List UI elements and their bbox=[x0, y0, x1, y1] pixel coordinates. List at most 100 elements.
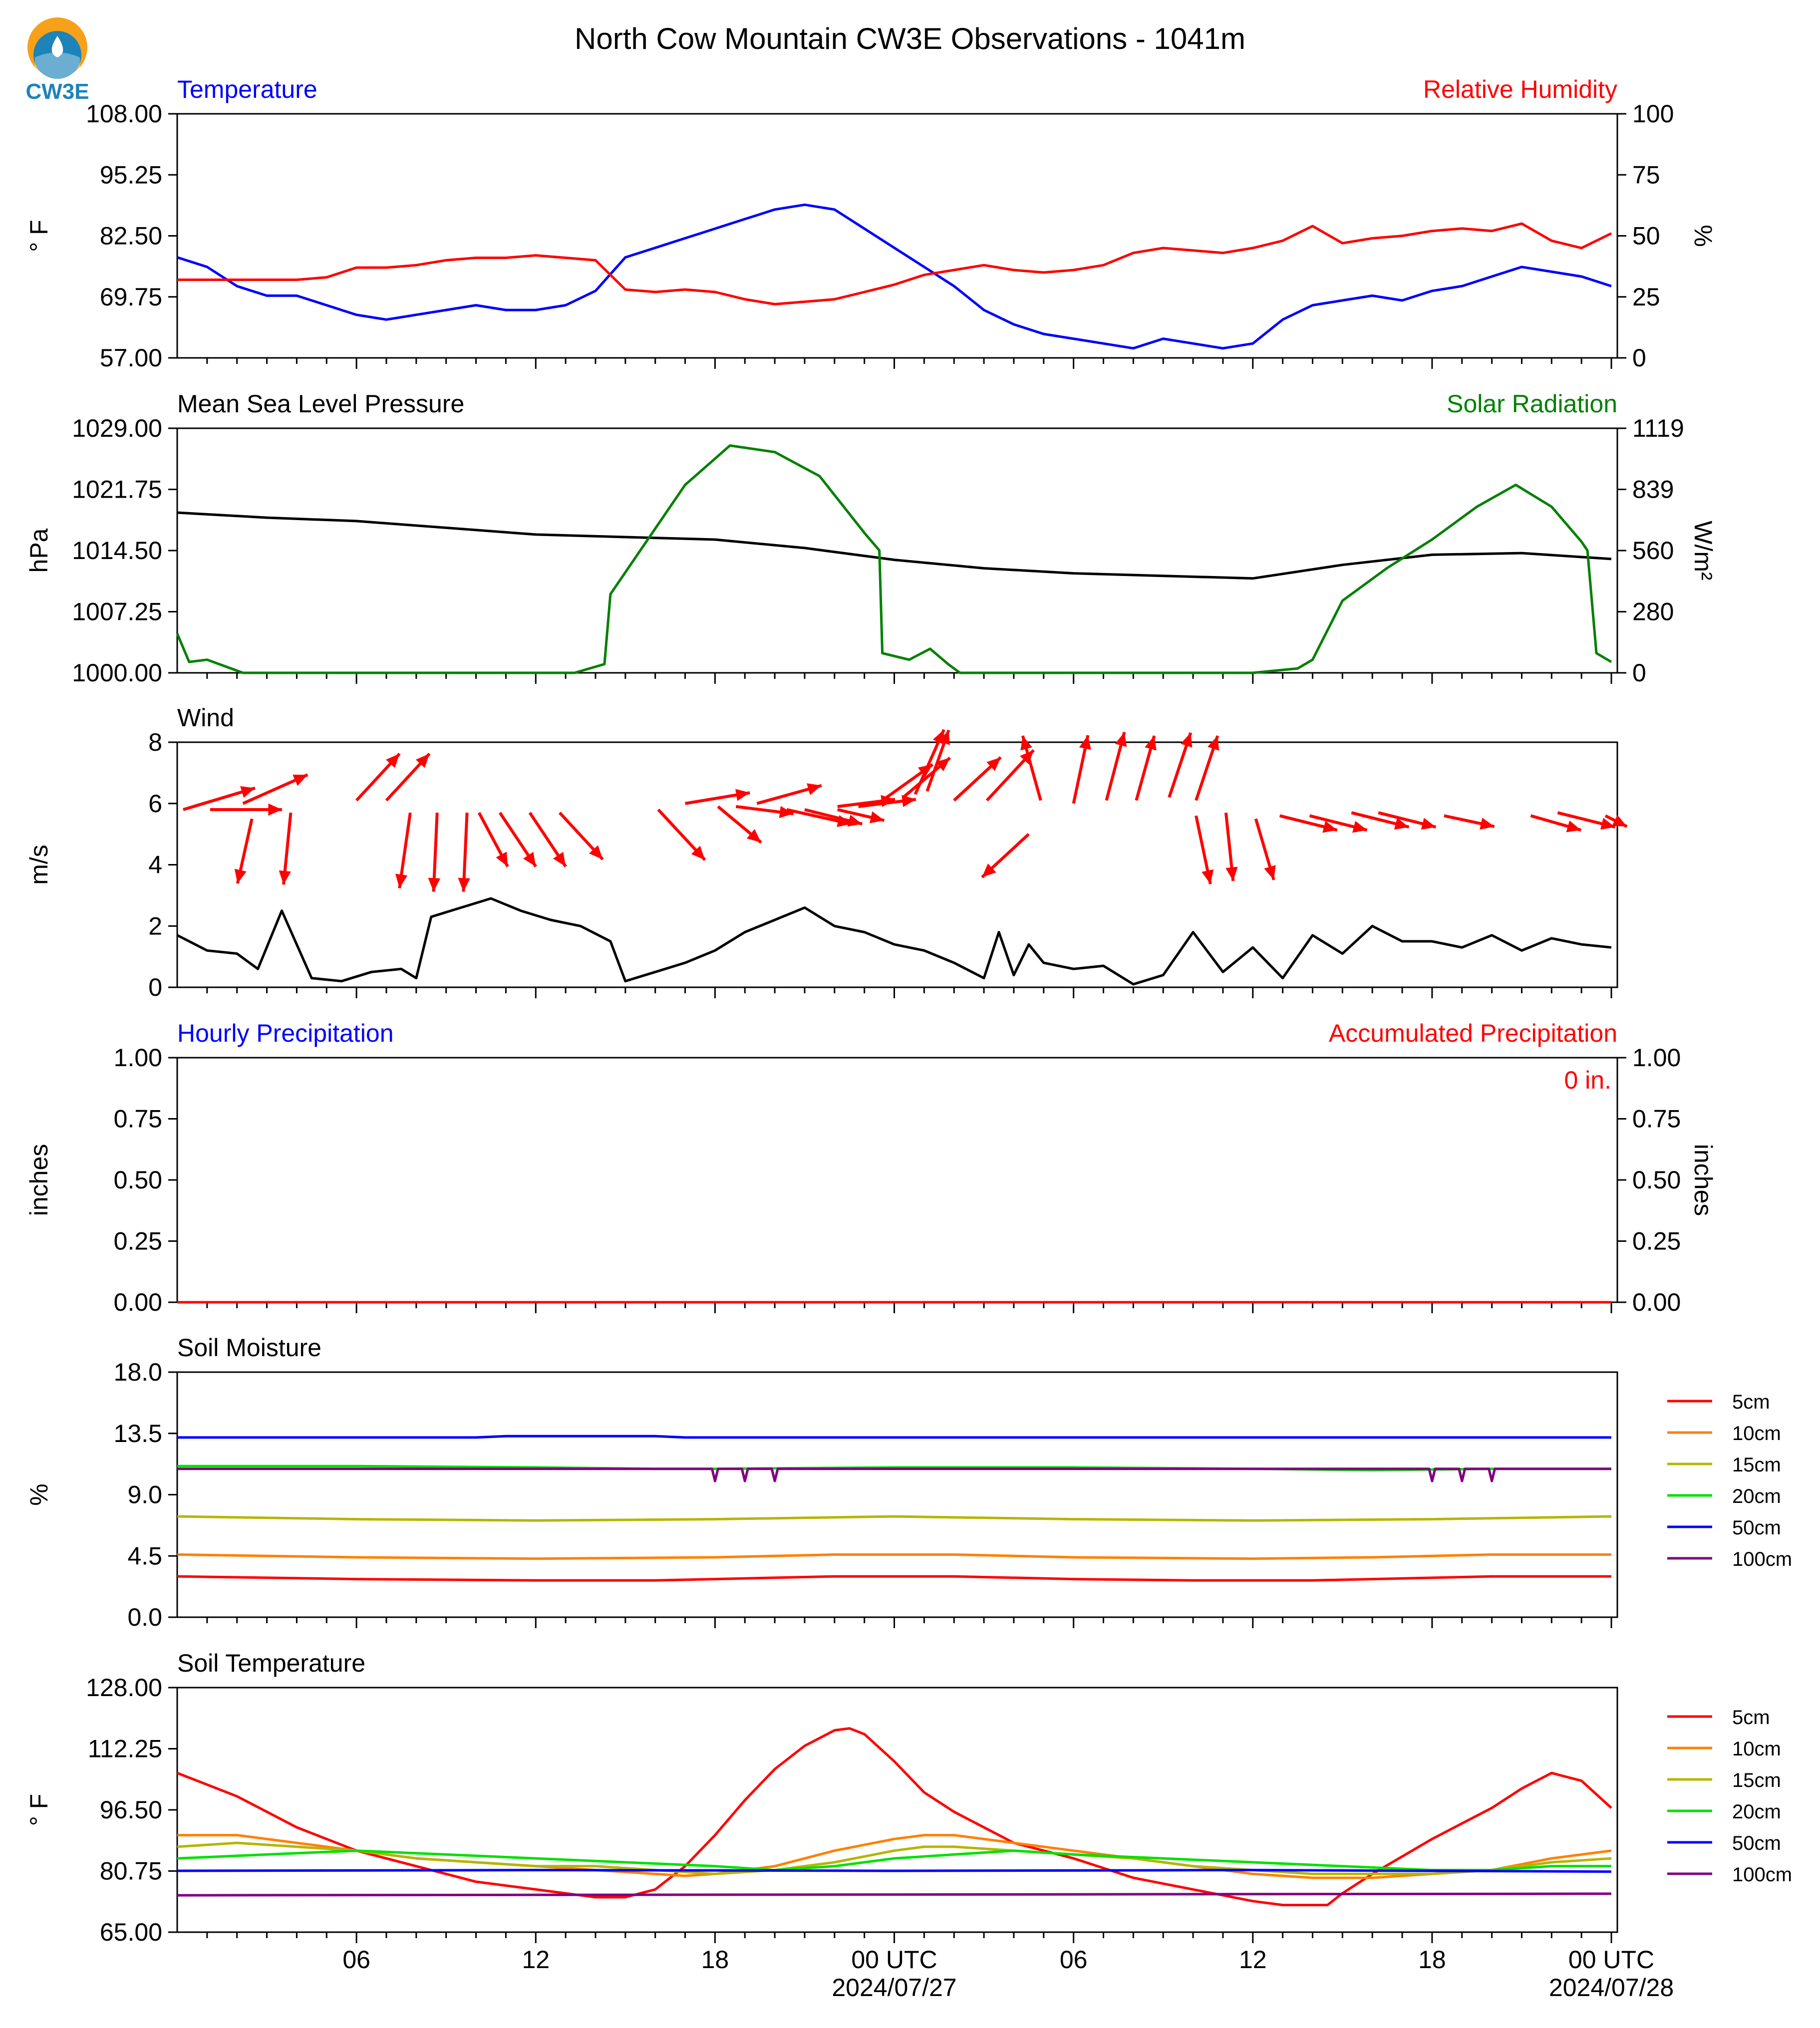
panel-left-title: Mean Sea Level Pressure bbox=[177, 390, 464, 418]
y-tick-label: 128.00 bbox=[86, 1674, 162, 1702]
wind-arrowhead bbox=[1115, 732, 1127, 747]
wind-arrowhead bbox=[428, 877, 441, 892]
legend: 5cm 10cm 15cm 20cm 50cm 100cm bbox=[1667, 1391, 1792, 1570]
y-right-tick-label: 1119 bbox=[1632, 414, 1684, 442]
wind-arrowhead bbox=[1079, 735, 1091, 750]
wind-arrowhead bbox=[458, 877, 470, 892]
time-tick-label: 06 bbox=[1060, 1946, 1088, 1974]
wind-arrowhead bbox=[234, 869, 247, 884]
panel-right-title: Relative Humidity bbox=[1423, 75, 1617, 103]
legend-label: 15cm bbox=[1732, 1769, 1781, 1791]
y-tick-label: 1000.00 bbox=[72, 659, 162, 687]
wind-arrowhead bbox=[1421, 818, 1436, 830]
wind-arrowhead bbox=[1612, 815, 1627, 827]
time-tick-label: 06 bbox=[342, 1946, 370, 1974]
y-right-tick-label: 0 bbox=[1632, 344, 1646, 372]
y-axis-label: ° F bbox=[25, 1794, 53, 1826]
y-tick-label: 95.25 bbox=[100, 161, 162, 189]
wind-arrowhead bbox=[869, 811, 885, 824]
time-tick-label: 00 UTC bbox=[851, 1946, 937, 1974]
legend-label: 100cm bbox=[1732, 1864, 1792, 1886]
series-line-5cm bbox=[177, 1727, 1612, 1907]
series-line-mean-sea-level-pressure bbox=[177, 511, 1612, 580]
panel-4: Hourly Precipitation Accumulated Precipit… bbox=[25, 1019, 1717, 1316]
y-right-tick-label: 560 bbox=[1632, 537, 1674, 565]
y-right-axis-label: W/m² bbox=[1689, 521, 1717, 580]
y-right-tick-label: 100 bbox=[1632, 100, 1674, 128]
y-tick-label: 1014.50 bbox=[72, 537, 162, 565]
wind-arrowhead bbox=[982, 863, 996, 877]
time-tick-label: 12 bbox=[1239, 1946, 1267, 1974]
time-tick-label: 18 bbox=[1418, 1946, 1446, 1974]
wind-arrowhead bbox=[807, 783, 822, 795]
y-tick-label: 65.00 bbox=[100, 1918, 162, 1946]
legend-label: 15cm bbox=[1732, 1454, 1781, 1476]
date-label: 2024/07/27 bbox=[832, 1974, 956, 2002]
panel-1: Temperature Relative Humidity 57.00 69.75 82… bbox=[25, 75, 1717, 372]
wind-arrowhead bbox=[240, 786, 255, 798]
panel-6: Soil Temperature 65.00 80.75 96.50 112.25 128… bbox=[25, 1649, 1792, 1946]
plot-frame bbox=[176, 1057, 1618, 1303]
y-axis-label: % bbox=[25, 1483, 53, 1505]
wind-arrowhead bbox=[779, 806, 794, 819]
y-tick-label: 96.50 bbox=[100, 1796, 162, 1824]
y-right-tick-label: 25 bbox=[1632, 283, 1660, 311]
panel-left-title: Hourly Precipitation bbox=[177, 1019, 394, 1047]
wind-arrowhead bbox=[1322, 821, 1337, 833]
wind-arrowhead bbox=[589, 845, 603, 860]
time-tick-label: 18 bbox=[701, 1946, 729, 1974]
y-tick-label: 0.25 bbox=[114, 1227, 162, 1255]
y-right-tick-label: 75 bbox=[1632, 161, 1660, 189]
wind-arrowhead bbox=[1600, 818, 1615, 830]
y-tick-label: 2 bbox=[148, 912, 162, 940]
y-axis-label: hPa bbox=[25, 528, 53, 573]
logo-text: CW3E bbox=[25, 79, 89, 104]
y-tick-label: 1.00 bbox=[114, 1044, 162, 1072]
legend-label: 20cm bbox=[1732, 1801, 1781, 1823]
series-line-solar-radiation bbox=[176, 444, 1612, 674]
y-tick-label: 82.50 bbox=[100, 222, 162, 250]
y-tick-label: 4.5 bbox=[127, 1542, 162, 1570]
y-right-tick-label: 0.50 bbox=[1632, 1166, 1681, 1194]
y-tick-label: 1029.00 bbox=[72, 414, 162, 442]
y-right-tick-label: 1.00 bbox=[1632, 1044, 1681, 1072]
y-right-tick-label: 0.00 bbox=[1632, 1288, 1681, 1316]
panel-left-title: Temperature bbox=[177, 75, 317, 103]
y-tick-label: 0.75 bbox=[114, 1105, 162, 1133]
wind-arrowhead bbox=[1020, 750, 1034, 765]
wind-arrowhead bbox=[1566, 820, 1581, 833]
panel-5: Soil Moisture 0.0 4.5 9.0 13.5 18.0% 5cm 10cm 15… bbox=[25, 1334, 1792, 1631]
y-tick-label: 80.75 bbox=[100, 1857, 162, 1885]
time-tick-label: 00 UTC bbox=[1568, 1946, 1654, 1974]
wind-arrowhead bbox=[986, 757, 1001, 771]
wind-arrowhead bbox=[1181, 732, 1193, 748]
y-tick-label: 0.50 bbox=[114, 1166, 162, 1194]
y-tick-label: 69.75 bbox=[100, 283, 162, 311]
y-tick-label: 1021.75 bbox=[72, 476, 162, 504]
plot-frame bbox=[176, 741, 1618, 988]
y-right-tick-label: 0.25 bbox=[1632, 1227, 1681, 1255]
y-right-axis-label: inches bbox=[1689, 1144, 1717, 1216]
series-line-relative-humidity bbox=[177, 222, 1612, 305]
wind-arrowhead bbox=[1020, 736, 1032, 751]
series-line-15cm bbox=[177, 1841, 1612, 1875]
y-axis-label: inches bbox=[25, 1144, 53, 1216]
wind-arrowhead bbox=[1480, 818, 1495, 830]
wind-arrowhead bbox=[902, 795, 916, 808]
legend-label: 50cm bbox=[1732, 1517, 1781, 1539]
y-right-tick-label: 50 bbox=[1632, 222, 1660, 250]
series-line-100cm bbox=[177, 1467, 1611, 1482]
y-right-tick-label: 839 bbox=[1632, 476, 1674, 504]
legend-label: 10cm bbox=[1732, 1738, 1781, 1760]
wind-arrowhead bbox=[1145, 736, 1157, 751]
series-line-temperature bbox=[177, 203, 1612, 350]
wind-arrowhead bbox=[385, 754, 400, 768]
wind-arrowhead bbox=[523, 852, 536, 867]
legend: 5cm 10cm 15cm 20cm 50cm 100cm bbox=[1667, 1707, 1792, 1886]
figure-title: North Cow Mountain CW3E Observations - 1… bbox=[575, 22, 1245, 55]
wind-arrowhead bbox=[1207, 736, 1219, 751]
wind-arrowhead bbox=[553, 852, 566, 867]
accumulated-total-label: 0 in. bbox=[1564, 1066, 1611, 1094]
series-line-5cm bbox=[177, 1575, 1611, 1582]
